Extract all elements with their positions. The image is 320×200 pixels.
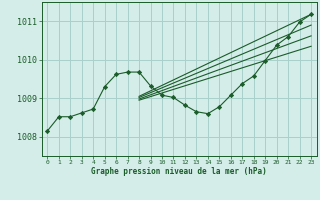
X-axis label: Graphe pression niveau de la mer (hPa): Graphe pression niveau de la mer (hPa) [91, 167, 267, 176]
